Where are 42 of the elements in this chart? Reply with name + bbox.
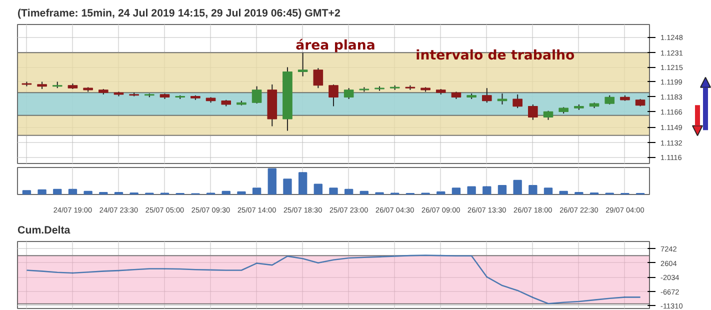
bar [574,192,584,194]
candlestick [313,68,324,89]
candlestick [298,52,308,77]
candlestick [543,110,554,120]
bar [68,188,78,194]
annotation: intervalo de trabalho [416,48,575,64]
candlestick [604,94,615,105]
bar [452,188,461,194]
bar [544,188,553,194]
bar [283,178,292,194]
annotation: área plana [296,38,376,54]
bar [114,192,124,194]
bar [482,186,492,194]
chart-title: (Timeframe: 15min, 24 Jul 2019 14:15, 29 Jul 2019 06:45) GMT+2 [18,8,340,20]
bar [436,191,446,194]
bar [84,190,92,194]
bar [344,188,354,194]
bar [467,186,476,194]
candlestick [497,93,508,105]
candlestick [482,88,492,104]
chart-title: Cum.Delta [18,224,70,236]
bar [298,172,308,194]
bar [528,185,538,194]
bar [329,188,338,194]
candlestick [328,84,338,107]
bar [252,188,262,194]
bar [498,185,507,194]
bar [559,190,568,194]
bar [314,184,322,194]
candlestick [528,104,538,120]
bar [99,192,108,194]
candlestick [252,86,262,104]
bar [53,188,62,194]
bar [22,190,32,194]
candlestick [512,94,522,109]
bar [237,191,246,194]
bar [268,168,276,194]
candlestick [344,88,354,100]
bar [38,189,46,194]
bar [513,180,522,194]
bar [360,190,369,194]
bar [222,190,230,194]
